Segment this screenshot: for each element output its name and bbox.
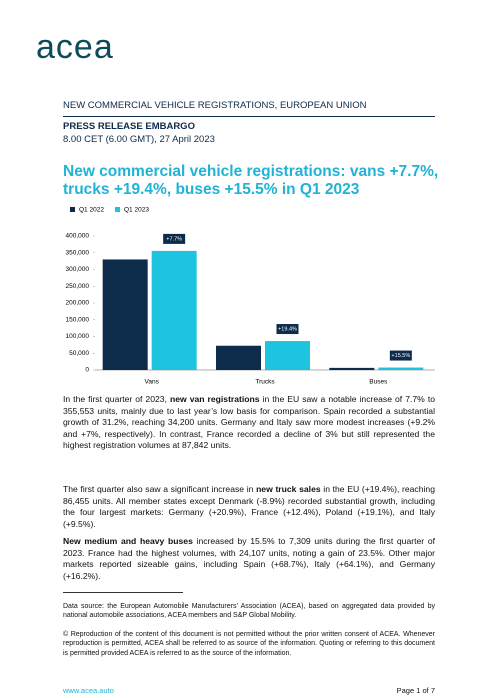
y-tick-label: 150,000	[66, 316, 90, 323]
bar	[151, 250, 197, 370]
bold-text: new truck sales	[256, 484, 321, 494]
bar	[329, 367, 375, 370]
text: increased by 15.5% to 7,309 units during…	[63, 536, 435, 581]
text: in the EU saw a notable increase of 7.7%…	[63, 394, 435, 451]
annotation-box	[276, 324, 299, 335]
x-tick-label: Buses	[369, 379, 388, 386]
section-title: NEW COMMERCIAL VEHICLE REGISTRATIONS, EU…	[63, 100, 367, 111]
footer-url[interactable]: www.acea.auto	[63, 686, 114, 695]
annotation-box	[163, 233, 186, 244]
legend-label: Q1 2022	[79, 207, 104, 214]
page-number: Page 1 of 7	[396, 686, 435, 695]
footnote: Data source: the European Automobile Man…	[63, 603, 435, 620]
text: in the EU (+19.4%), reaching 86,455 unit…	[63, 484, 435, 529]
annotation: +15.5%	[391, 353, 410, 359]
annotation-box	[389, 350, 412, 361]
bold-text: new van registrations	[169, 394, 260, 404]
bar	[102, 259, 148, 370]
chart: 0 50,000 100,000 150,000 200,000 250,000 300,0…	[66, 207, 435, 386]
y-tick-label: 50,000	[69, 350, 89, 357]
paragraph: The first quarter also saw a significant…	[63, 484, 435, 530]
embargo: PRESS RELEASE EMBARGO	[63, 121, 195, 132]
footnote-rule	[63, 592, 183, 593]
bar	[378, 367, 424, 370]
annotation: +7.7%	[166, 236, 182, 242]
y-tick-label: 200,000	[66, 300, 90, 307]
y-tick-label: 250,000	[66, 283, 90, 290]
legend-label: Q1 2023	[124, 207, 149, 214]
logo: acea	[36, 28, 114, 66]
y-tick-label: 300,000	[66, 266, 90, 273]
bold-text: New medium and heavy buses	[63, 536, 193, 546]
date: 8.00 CET (6.00 GMT), 27 April 2023	[63, 134, 215, 145]
headline: New commercial vehicle registrations: va…	[63, 163, 439, 198]
x-tick-label: Vans	[144, 379, 159, 386]
text: In the first quarter of 2023,	[63, 394, 170, 404]
text: The first quarter also saw a significant…	[63, 484, 257, 494]
y-tick-label: 400,000	[66, 233, 90, 240]
legend-swatch	[115, 207, 120, 212]
bar	[265, 341, 310, 370]
rule	[63, 116, 435, 117]
annotation: +19.4%	[278, 326, 297, 332]
paragraph: New medium and heavy buses increased by …	[63, 536, 435, 582]
bar	[216, 345, 261, 370]
y-tick-label: 0	[85, 367, 89, 374]
y-tick-label: 100,000	[66, 333, 90, 340]
x-tick-label: Trucks	[255, 379, 275, 386]
legend-swatch	[70, 207, 75, 212]
y-tick-label: 350,000	[66, 249, 90, 256]
footnote: © Reproduction of the content of this do…	[63, 631, 435, 657]
paragraph: In the first quarter of 2023, new van re…	[63, 394, 435, 452]
